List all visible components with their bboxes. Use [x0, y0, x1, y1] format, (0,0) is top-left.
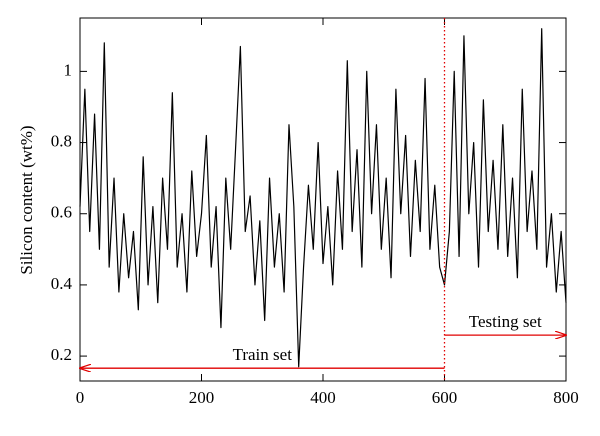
y-tick-label: 0.2: [51, 345, 72, 364]
y-tick-label: 0.8: [51, 131, 72, 150]
y-tick-label: 1: [64, 60, 73, 79]
data-line: [79, 28, 567, 368]
x-tick-label: 200: [189, 388, 215, 407]
y-axis-label: Silicon content (wt%): [17, 125, 36, 274]
x-tick-label: 800: [553, 388, 579, 407]
annotation-label: Train set: [233, 345, 293, 364]
x-tick-label: 600: [432, 388, 458, 407]
y-tick-label: 0.4: [51, 274, 73, 293]
y-tick-label: 0.6: [51, 203, 72, 222]
x-tick-label: 0: [76, 388, 85, 407]
annotation-label: Testing set: [469, 312, 542, 331]
x-tick-label: 400: [310, 388, 336, 407]
